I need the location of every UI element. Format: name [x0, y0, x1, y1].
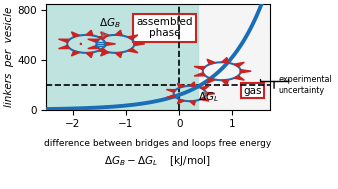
Polygon shape	[135, 42, 145, 46]
Text: $\Delta G_L$: $\Delta G_L$	[198, 90, 219, 104]
Polygon shape	[177, 99, 184, 104]
Polygon shape	[88, 39, 99, 42]
Polygon shape	[80, 44, 81, 45]
Text: $\Delta G_B - \Delta G_L$    [kJ/mol]: $\Delta G_B - \Delta G_L$ [kJ/mol]	[104, 154, 212, 168]
Polygon shape	[190, 82, 195, 86]
Polygon shape	[194, 73, 205, 76]
Polygon shape	[166, 90, 176, 92]
Text: experimental
uncertainty: experimental uncertainty	[279, 75, 332, 94]
Polygon shape	[177, 83, 184, 88]
Y-axis label: linkers  per  vesicle: linkers per vesicle	[4, 7, 14, 107]
Polygon shape	[98, 35, 109, 39]
Polygon shape	[234, 62, 244, 67]
Polygon shape	[105, 42, 116, 46]
Polygon shape	[88, 45, 99, 49]
Polygon shape	[86, 53, 93, 58]
Polygon shape	[80, 43, 81, 44]
Polygon shape	[207, 59, 215, 64]
Polygon shape	[222, 57, 228, 63]
Polygon shape	[128, 35, 138, 39]
Text: difference between bridges and loops free energy: difference between bridges and loops fre…	[44, 139, 271, 148]
Polygon shape	[207, 78, 215, 83]
Polygon shape	[115, 53, 122, 58]
Polygon shape	[206, 92, 215, 95]
Polygon shape	[58, 45, 70, 49]
Polygon shape	[241, 70, 251, 73]
Polygon shape	[194, 67, 205, 70]
Polygon shape	[166, 95, 176, 98]
Text: gas: gas	[243, 86, 262, 96]
Polygon shape	[115, 30, 122, 35]
Polygon shape	[128, 48, 138, 53]
Text: $\Delta G_B$: $\Delta G_B$	[99, 16, 121, 37]
Polygon shape	[98, 48, 109, 53]
Polygon shape	[200, 86, 209, 90]
Polygon shape	[58, 39, 70, 42]
Polygon shape	[234, 76, 244, 80]
Polygon shape	[101, 51, 109, 56]
Polygon shape	[86, 30, 93, 35]
Polygon shape	[71, 32, 80, 37]
Polygon shape	[200, 97, 209, 101]
Polygon shape	[222, 80, 228, 85]
Polygon shape	[71, 51, 80, 56]
Bar	[46, 4, 198, 110]
Polygon shape	[101, 32, 109, 37]
Text: assembled
phase: assembled phase	[137, 17, 193, 38]
Polygon shape	[190, 101, 195, 105]
